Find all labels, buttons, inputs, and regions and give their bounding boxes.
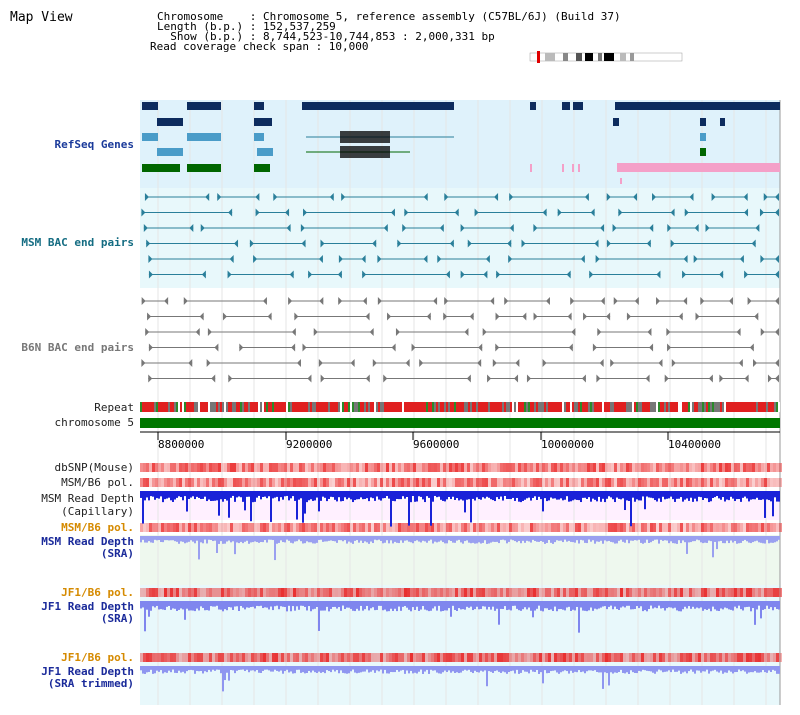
position-axis [140, 431, 780, 440]
track-label-jf1-depth-trim[interactable]: JF1 Read Depth [41, 665, 134, 678]
track-label-msm-bac[interactable]: MSM BAC end pairs [21, 236, 134, 249]
track-label-msm-b6-pol[interactable]: MSM/B6 pol. [61, 476, 134, 489]
chromosome-bar[interactable] [140, 418, 780, 428]
b6n-bac-band [140, 288, 780, 400]
track-label-msm-depth-sra-sub: (SRA) [100, 547, 134, 560]
track-label-jf1-b6-pol-2[interactable]: JF1/B6 pol. [61, 651, 134, 664]
track-label-msm-depth-cap[interactable]: MSM Read Depth [41, 492, 134, 505]
msm-bac-track[interactable] [141, 193, 779, 279]
track-label-refseq[interactable]: RefSeq Genes [54, 138, 134, 151]
axis-tick-label: 8800000 [158, 438, 205, 451]
track-label-repeat[interactable]: Repeat [94, 401, 134, 414]
header-chromosome: Chromosome : Chromosome 5, reference ass… [157, 10, 621, 23]
track-label-msm-depth-sra[interactable]: MSM Read Depth [41, 535, 134, 548]
track-label-msm-b6-pol-2[interactable]: MSM/B6 pol. [61, 521, 134, 534]
axis-tick-label: 9200000 [286, 438, 333, 451]
track-label-msm-depth-cap-sub: (Capillary) [61, 505, 134, 518]
refseq-track[interactable] [140, 102, 780, 184]
repeat-track[interactable] [140, 402, 780, 412]
track-label-dbsnp[interactable]: dbSNP(Mouse) [54, 461, 134, 474]
depth-tracks[interactable] [140, 491, 780, 692]
msm-bac-band [140, 188, 780, 288]
msm-cap-band [140, 500, 780, 520]
chromosome-ideogram[interactable] [529, 51, 683, 63]
track-label-jf1-depth-sra-sub: (SRA) [100, 612, 134, 625]
axis-tick-label: 9600000 [413, 438, 460, 451]
header-show: Show (b.p.) : 8,744,523-10,744,853 : 2,0… [157, 30, 495, 43]
ideogram-marker [537, 51, 540, 63]
track-label-chromosome[interactable]: chromosome 5 [54, 416, 134, 429]
header-coverage: Read coverage check span : 10,000 [150, 40, 369, 53]
track-label-jf1-depth-sra[interactable]: JF1 Read Depth [41, 600, 134, 613]
axis-tick-label: 10000000 [541, 438, 594, 451]
refseq-band [140, 100, 780, 188]
track-label-b6n-bac[interactable]: B6N BAC end pairs [21, 341, 134, 354]
page-title: Map View [10, 10, 73, 25]
heat-tracks[interactable] [140, 463, 782, 662]
axis-tick-label: 10400000 [668, 438, 721, 451]
header-length: Length (b.p.) : 152,537,259 [157, 20, 336, 33]
b6n-bac-track[interactable] [141, 297, 779, 383]
track-label-jf1-b6-pol[interactable]: JF1/B6 pol. [61, 586, 134, 599]
track-label-jf1-depth-trim-sub: (SRA trimmed) [47, 677, 134, 690]
msm-sra-band [140, 535, 780, 585]
